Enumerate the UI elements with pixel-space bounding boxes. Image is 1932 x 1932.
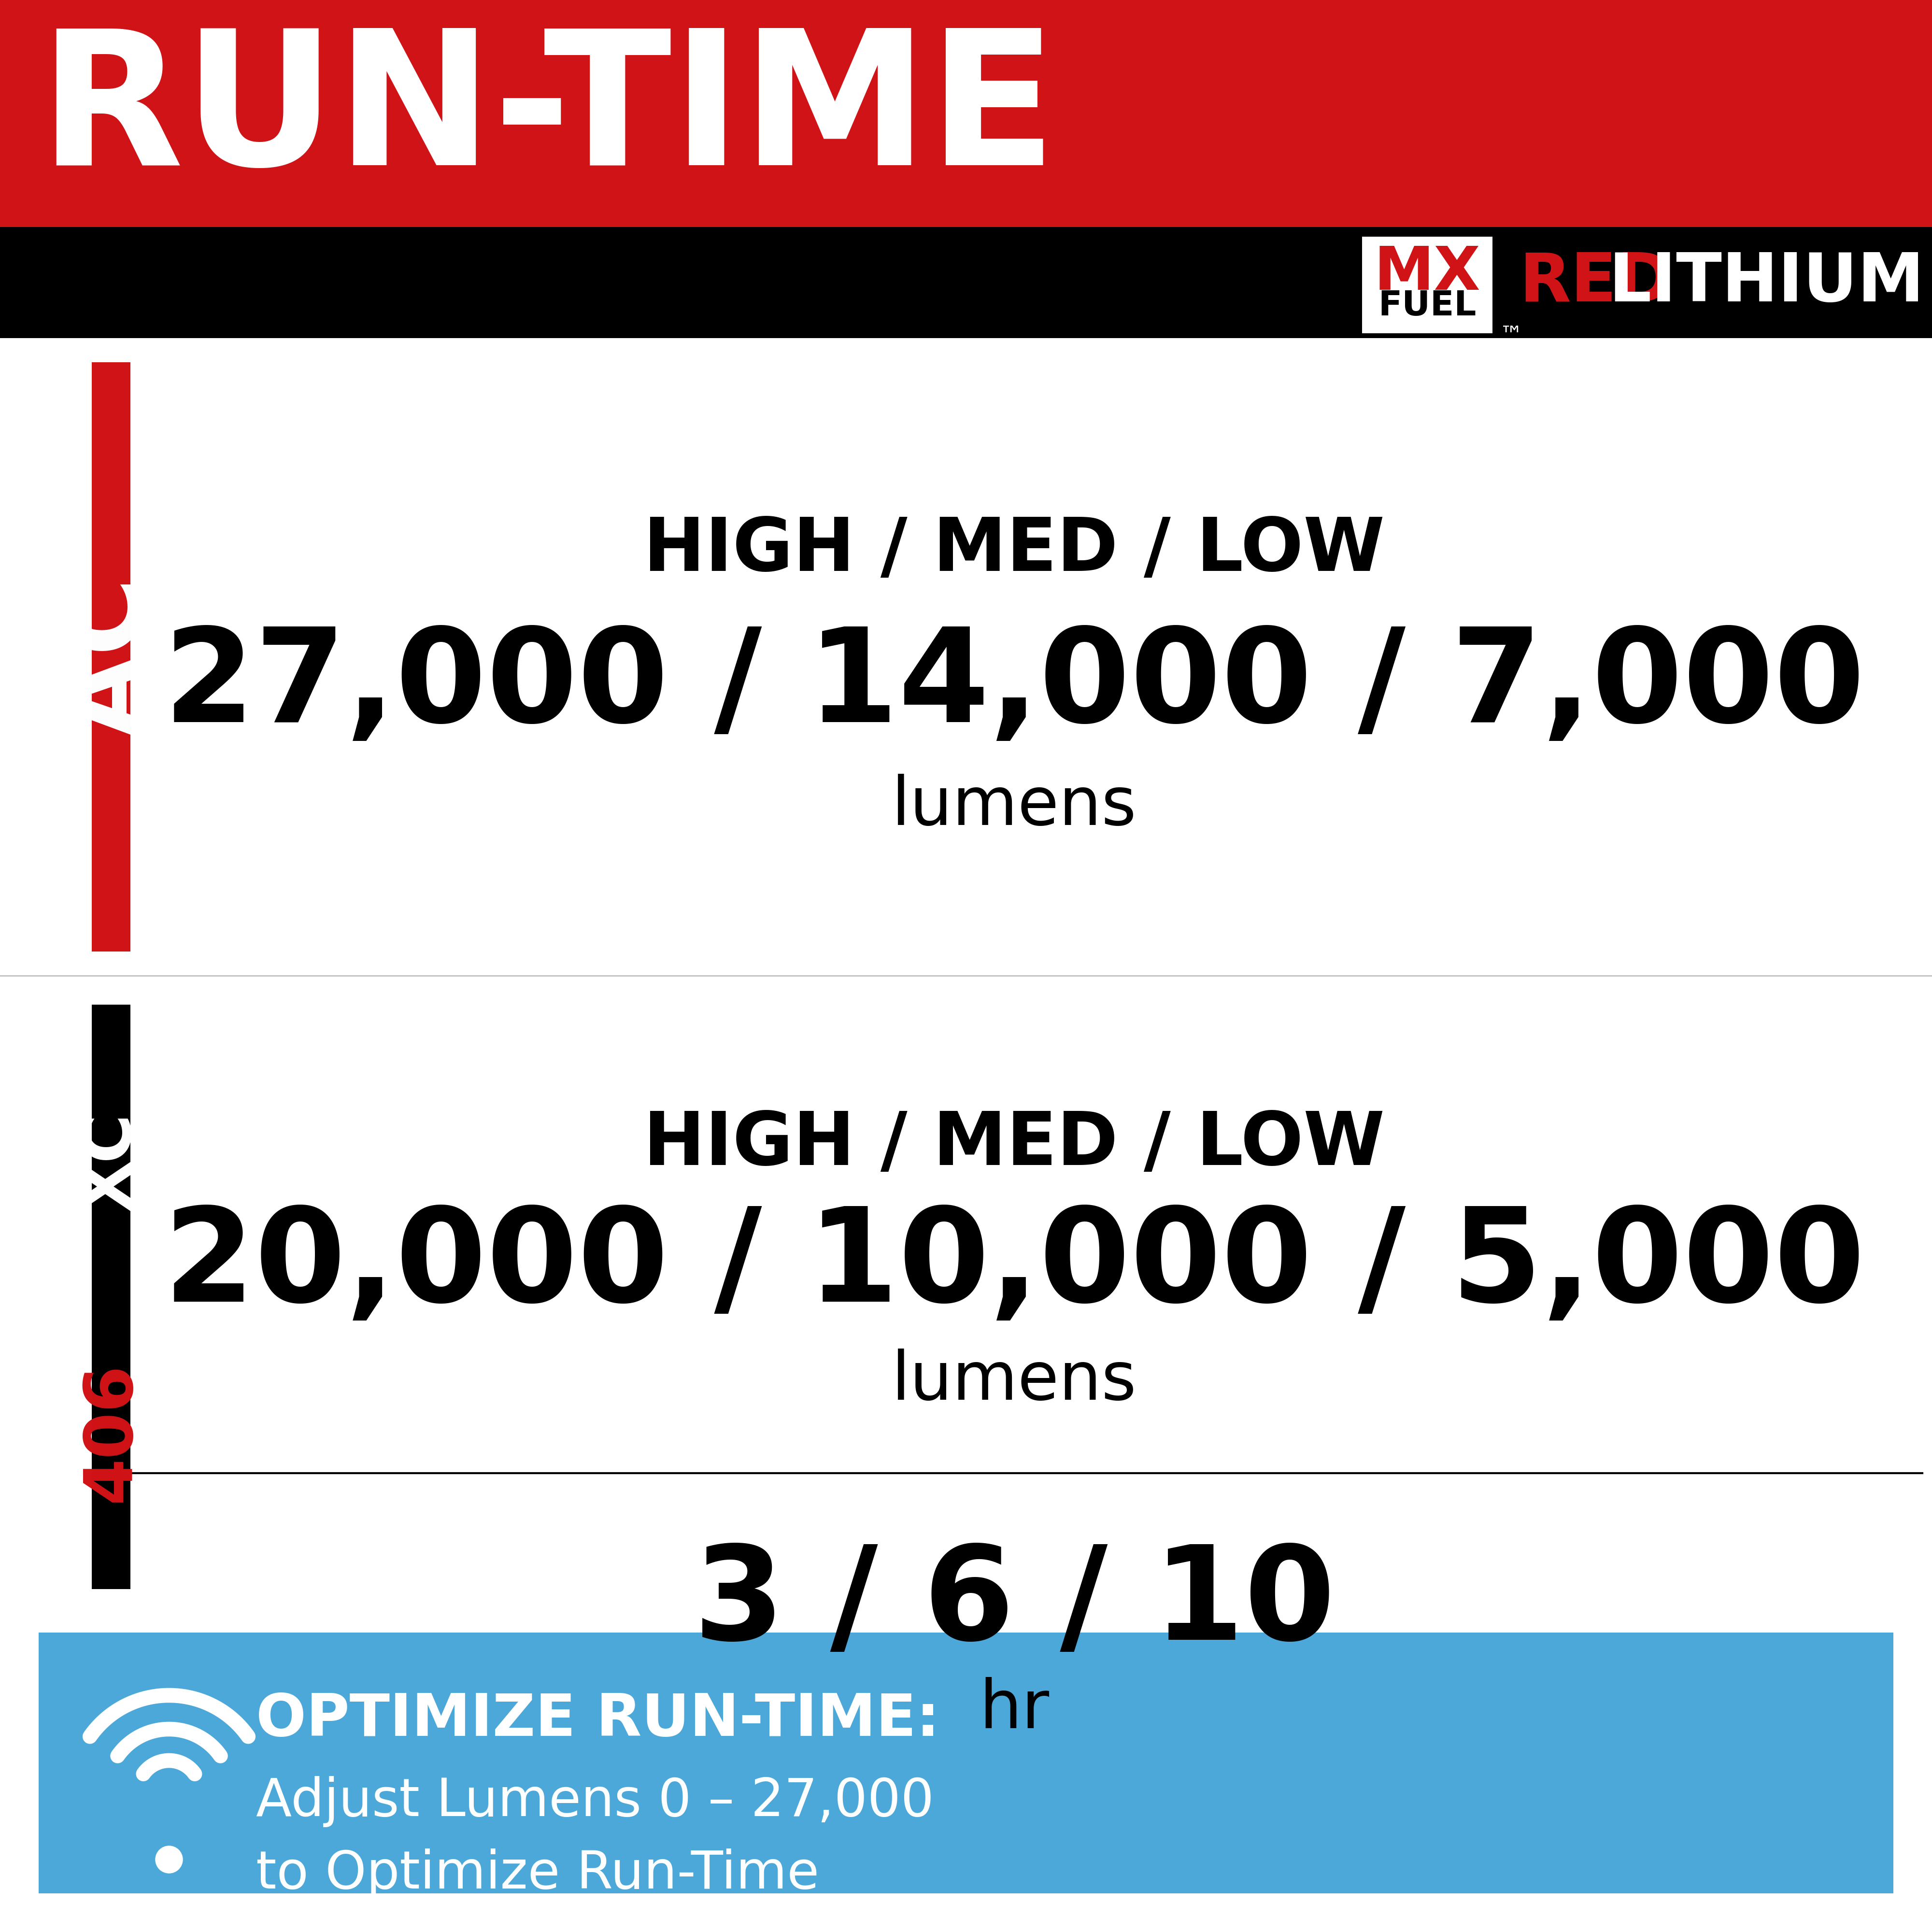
Text: RUN-TIME: RUN-TIME (39, 23, 1057, 205)
Text: HIGH / MED / LOW: HIGH / MED / LOW (643, 514, 1385, 587)
Text: HIGH / MED / LOW: HIGH / MED / LOW (643, 1109, 1385, 1180)
Text: XC: XC (79, 1113, 143, 1211)
Text: 20,000 / 10,000 / 5,000: 20,000 / 10,000 / 5,000 (164, 1202, 1864, 1329)
Bar (93, 363, 131, 951)
Text: ™: ™ (1897, 253, 1922, 278)
Text: 27,000 / 14,000 / 7,000: 27,000 / 14,000 / 7,000 (164, 622, 1864, 750)
Text: OPTIMIZE RUN-TIME:: OPTIMIZE RUN-TIME: (255, 1690, 939, 1748)
Text: AC: AC (60, 576, 162, 738)
Bar (39, 1633, 1893, 1893)
Text: FUEL: FUEL (1378, 290, 1476, 323)
Text: 406: 406 (79, 1362, 143, 1501)
Text: MX: MX (1374, 243, 1480, 303)
Text: 3 / 6 / 10: 3 / 6 / 10 (694, 1540, 1335, 1667)
Bar (93, 1005, 131, 1588)
Text: lumens: lumens (893, 1349, 1136, 1414)
Bar (0, 0, 1932, 226)
Text: RED: RED (1519, 249, 1673, 315)
Text: ™: ™ (1499, 325, 1522, 348)
Text: to Optimize Run-Time: to Optimize Run-Time (255, 1849, 819, 1899)
Text: LITHIUM: LITHIUM (1607, 249, 1924, 315)
Text: lumens: lumens (893, 775, 1136, 838)
Text: Adjust Lumens 0 – 27,000: Adjust Lumens 0 – 27,000 (255, 1776, 933, 1828)
Bar (0, 226, 1932, 338)
Text: hr: hr (980, 1677, 1049, 1743)
Circle shape (155, 1847, 182, 1874)
Bar (1362, 236, 1492, 332)
